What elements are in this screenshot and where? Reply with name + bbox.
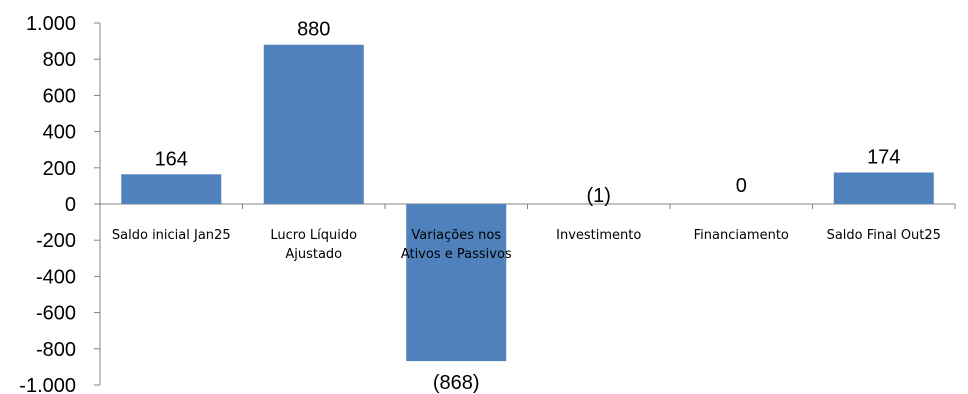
bar (121, 174, 222, 204)
y-tick-label: -600 (36, 303, 76, 325)
data-label: (1) (587, 185, 611, 207)
y-tick-label: -800 (36, 339, 76, 361)
data-label: 0 (736, 175, 747, 197)
label-layer: Saldo inicial Jan25 Lucro Líquido Ajustado… (112, 19, 941, 394)
x-category-label: Saldo Final Out25 (827, 228, 941, 243)
bar-layer (121, 44, 934, 362)
data-label: 174 (867, 147, 900, 169)
y-tick-label: 400 (43, 122, 76, 144)
bar (263, 44, 364, 204)
y-tick-label: -400 (36, 266, 76, 288)
y-tick-label: 600 (43, 85, 76, 107)
x-category-label: Financiamento (694, 228, 789, 243)
bar (833, 172, 934, 204)
x-category-label: Ativos e Passivos (401, 247, 512, 262)
x-category-label: Ajustado (285, 247, 342, 262)
axis-layer: 1.000 800 600 400 200 0 -200 -400 -600 -800 -1.000 (19, 13, 956, 394)
bar (406, 204, 507, 362)
y-tick-label: 1.000 (26, 13, 76, 35)
data-label: 164 (155, 148, 188, 170)
y-tick-label: 200 (43, 158, 76, 180)
y-tick-label: 800 (43, 49, 76, 71)
data-label: (868) (433, 372, 480, 394)
x-category-label: Investimento (556, 228, 641, 243)
x-category-label: Lucro Líquido (270, 228, 357, 243)
y-tick-label: -1.000 (19, 375, 76, 394)
x-category-label: Saldo inicial Jan25 (112, 228, 231, 243)
data-label: 880 (297, 19, 330, 41)
x-category-label: Variações nos (411, 228, 501, 243)
y-tick-label: 0 (65, 194, 76, 216)
y-tick-label: -200 (36, 230, 76, 252)
